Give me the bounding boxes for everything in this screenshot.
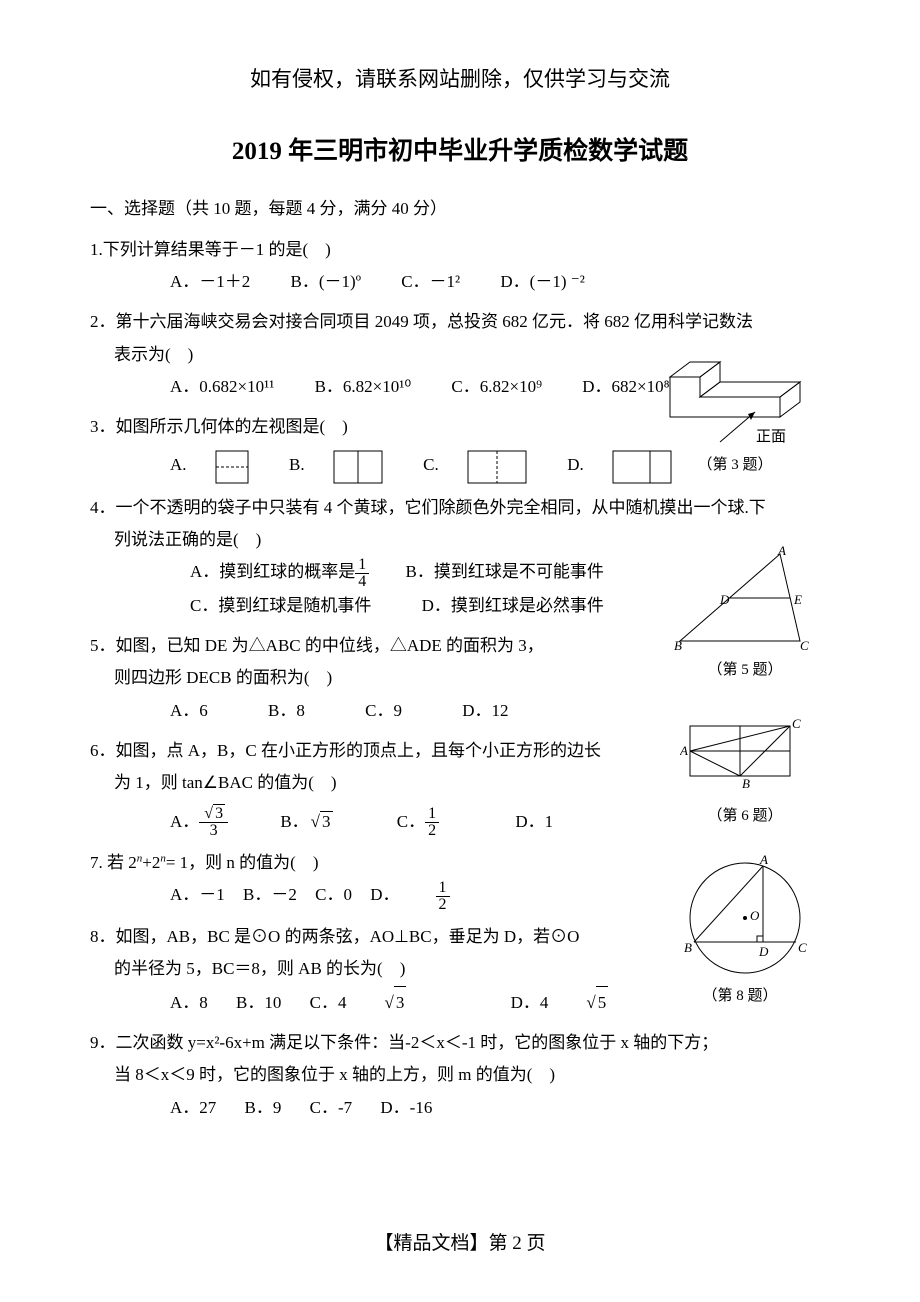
q8-fig-label: （第 8 题） (660, 982, 820, 1011)
q3-opt-B-label: B. (289, 455, 305, 474)
q3-figure: 正面 （第 3 题） (660, 347, 810, 480)
q1-opt-B: B．(－1)º (291, 266, 361, 298)
svg-text:A: A (777, 546, 786, 558)
question-1: 1.下列计算结果等于－1 的是( ) A．－1＋2 B．(－1)º C．－1² … (90, 234, 830, 299)
page-footer: 【精品文档】第 2 页 (0, 1226, 920, 1262)
svg-text:D: D (758, 944, 769, 959)
q5-opt-B: B．8 (268, 695, 305, 727)
svg-text:C: C (800, 638, 809, 653)
doc-title: 2019 年三明市初中毕业升学质检数学试题 (90, 128, 830, 176)
q5-opt-A: A．6 (170, 695, 208, 727)
svg-text:A: A (759, 852, 768, 867)
q2-opt-B: B．6.82×10¹⁰ (315, 371, 412, 403)
q7-opt-C: C．0 (315, 879, 352, 911)
svg-text:D: D (719, 592, 730, 607)
svg-text:B: B (674, 638, 682, 653)
q5-fig-label: （第 5 题） (670, 656, 820, 685)
q4-opt-A: A．摸到红球的概率是14 (190, 562, 374, 581)
q5-opt-C: C．9 (365, 695, 402, 727)
q8-opt-C: C．43 (310, 986, 479, 1019)
q1-opt-A: A．－1＋2 (170, 266, 250, 298)
q2-opt-C: C．6.82×10⁹ (451, 371, 542, 403)
q3-opt-C-label: C. (423, 455, 439, 474)
document-page: 如有侵权，请联系网站删除，仅供学习与交流 2019 年三明市初中毕业升学质检数学… (0, 0, 920, 1302)
svg-text:B: B (742, 776, 750, 791)
q1-options: A．－1＋2 B．(－1)º C．－1² D．(－1) ⁻² (90, 266, 830, 298)
notice-text: 如有侵权，请联系网站删除，仅供学习与交流 (90, 60, 830, 100)
q6-opt-B: B．3 (280, 812, 332, 831)
q2-stem: 2．第十六届海峡交易会对接合同项目 2049 项，总投资 682 亿元．将 68… (90, 306, 830, 338)
q3-opt-A-label: A. (170, 455, 187, 474)
q4-opt-D: D．摸到红球是必然事件 (422, 596, 604, 615)
q9-stem2: 当 8＜x＜9 时，它的图象位于 x 轴的上方，则 m 的值为( ) (90, 1059, 830, 1091)
q6-figure: A C B （第 6 题） (680, 716, 810, 831)
q6-opt-D: D．1 (515, 812, 553, 831)
q7-opt-A: A．－1 (170, 879, 225, 911)
q7-opt-D: D．12 (370, 879, 521, 913)
q4-opt-C: C．摸到红球是随机事件 (190, 596, 371, 615)
svg-text:B: B (684, 940, 692, 955)
q6-opt-A: A．33 (170, 812, 228, 831)
q6-opt-C: C．12 (397, 812, 439, 831)
q8-opt-B: B．10 (236, 987, 281, 1019)
q6-fig-label: （第 6 题） (680, 802, 810, 831)
q9-stem: 9．二次函数 y=x²-6x+m 满足以下条件：当-2＜x＜-1 时，它的图象位… (90, 1027, 830, 1059)
q1-stem: 1.下列计算结果等于－1 的是( ) (90, 234, 830, 266)
q4-opt-B: B．摸到红球是不可能事件 (406, 562, 604, 581)
q9-opt-A: A．27 (170, 1092, 216, 1124)
svg-text:C: C (792, 716, 801, 731)
question-9: 9．二次函数 y=x²-6x+m 满足以下条件：当-2＜x＜-1 时，它的图象位… (90, 1027, 830, 1124)
q8-figure: A O B D C （第 8 题） (660, 852, 820, 1011)
q3-opt-C-icon (467, 450, 527, 484)
q5-opt-D: D．12 (462, 695, 508, 727)
q2-opt-D: D．682×10⁸ (582, 371, 669, 403)
q4-stem: 4．一个不透明的袋子中只装有 4 个黄球，它们除颜色外完全相同，从中随机摸出一个… (90, 492, 830, 524)
section-heading: 一、选择题（共 10 题，每题 4 分，满分 40 分） (90, 193, 830, 225)
q2-opt-A: A．0.682×10¹¹ (170, 371, 274, 403)
q9-opt-D: D．-16 (380, 1092, 432, 1124)
q5-figure: A D E B C （第 5 题） (670, 546, 820, 685)
q1-opt-C: C．－1² (401, 266, 460, 298)
q3-opt-A-icon (215, 450, 249, 484)
svg-text:A: A (680, 743, 688, 758)
q9-opt-B: B．9 (245, 1092, 282, 1124)
svg-text:O: O (750, 908, 760, 923)
q9-options: A．27 B．9 C．-7 D．-16 (90, 1092, 830, 1124)
svg-text:C: C (798, 940, 807, 955)
q3-front-label: 正面 (756, 423, 786, 452)
q3-opt-D-label: D. (567, 455, 584, 474)
svg-text:E: E (793, 592, 802, 607)
q8-opt-D: D．45 (511, 986, 681, 1019)
q9-opt-C: C．-7 (310, 1092, 353, 1124)
q3-fig-label: （第 3 题） (660, 451, 810, 480)
q7-opt-B: B．－2 (243, 879, 297, 911)
q3-opt-B-icon (333, 450, 383, 484)
q1-opt-D: D．(－1) ⁻² (500, 266, 584, 298)
q8-opt-A: A．8 (170, 987, 208, 1019)
